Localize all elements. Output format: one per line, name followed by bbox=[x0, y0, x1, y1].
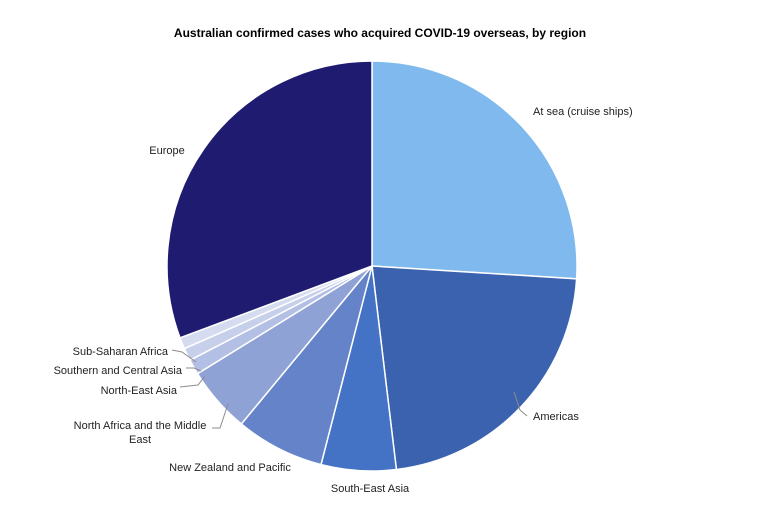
pie-slice-europe bbox=[166, 60, 373, 339]
slice-label: South-East Asia bbox=[331, 483, 410, 495]
slice-label: Americas bbox=[533, 411, 579, 423]
slice-label: North Africa and the Middle East bbox=[74, 420, 207, 446]
slice-label: Southern and Central Asia bbox=[54, 365, 183, 377]
leader-line bbox=[186, 367, 202, 372]
slice-label: New Zealand and Pacific bbox=[169, 462, 291, 474]
leader-line bbox=[212, 403, 229, 429]
leader-line bbox=[513, 391, 528, 417]
pie-slice-at-sea-cruise-ships bbox=[371, 60, 578, 280]
slice-label: At sea (cruise ships) bbox=[533, 106, 633, 118]
leader-line bbox=[179, 375, 206, 388]
pie-slices bbox=[166, 60, 578, 472]
slice-label: Europe bbox=[149, 145, 184, 157]
chart-title: Australian confirmed cases who acquired … bbox=[173, 26, 587, 40]
slice-labels: At sea (cruise ships) Americas South-East … bbox=[54, 106, 633, 495]
slice-label: Sub-Saharan Africa bbox=[73, 346, 169, 358]
slice-label: North-East Asia bbox=[101, 385, 178, 397]
pie-slice-americas bbox=[371, 265, 578, 471]
leader-line bbox=[171, 349, 197, 363]
leader-lines bbox=[171, 349, 528, 429]
